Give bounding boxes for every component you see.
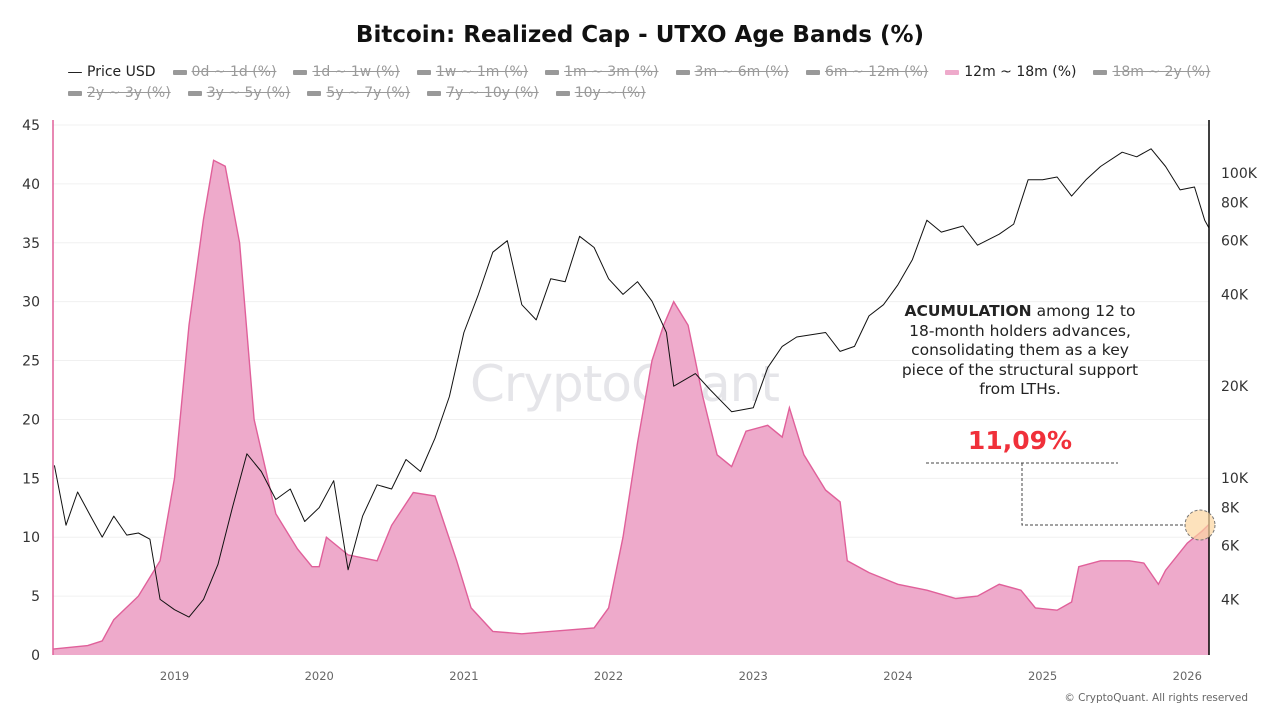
legend-item[interactable]: 2y ~ 3y (%) [68, 83, 171, 104]
legend-item[interactable]: Price USD [68, 62, 156, 83]
y-left-tick-label: 10 [22, 530, 40, 546]
y-right-tick-label: 40K [1221, 287, 1249, 303]
annotation-connector [926, 462, 1186, 526]
y-right-tick-label: 4K [1221, 592, 1240, 608]
legend-label: 1d ~ 1w (%) [312, 64, 400, 80]
legend-label: 3y ~ 5y (%) [206, 85, 291, 101]
legend-item[interactable]: 7y ~ 10y (%) [427, 83, 539, 104]
legend: Price USD 0d ~ 1d (%) 1d ~ 1w (%) 1w ~ 1m (… [68, 62, 1228, 104]
y-right-tick-label: 6K [1221, 539, 1240, 555]
y-right-tick-label: 8K [1221, 501, 1240, 517]
legend-label: 6m ~ 12m (%) [824, 64, 929, 80]
legend-marker [68, 71, 82, 73]
band-area [53, 160, 1209, 656]
y-left-tick-label: 40 [22, 177, 40, 193]
legend-item[interactable]: 3y ~ 5y (%) [187, 83, 291, 104]
legend-marker [945, 69, 960, 75]
y-right-tick-label: 20K [1221, 379, 1249, 395]
y-right-tick-label: 10K [1221, 471, 1249, 487]
y-left-tick-label: 25 [22, 354, 40, 370]
y-left-tick-label: 15 [22, 471, 40, 487]
legend-marker [805, 69, 820, 75]
legend-marker [416, 69, 431, 75]
legend-label: 2y ~ 3y (%) [87, 85, 171, 101]
legend-label: 7y ~ 10y (%) [446, 85, 539, 101]
highlight-circle [1184, 509, 1216, 541]
legend-item[interactable]: 5y ~ 7y (%) [307, 83, 410, 104]
legend-marker [187, 90, 202, 96]
legend-label: 0d ~ 1d (%) [191, 64, 277, 80]
y-right-tick-label: 80K [1221, 196, 1249, 212]
legend-item[interactable]: 3m ~ 6m (%) [675, 62, 789, 83]
legend-label: 18m ~ 2y (%) [1112, 64, 1211, 80]
legend-label: 1w ~ 1m (%) [435, 64, 529, 80]
x-tick-label: 2023 [739, 669, 768, 683]
legend-label: 5y ~ 7y (%) [326, 85, 411, 101]
y-right-tick-label: 60K [1221, 234, 1249, 250]
x-tick-label: 2025 [1028, 669, 1057, 683]
y-left-tick-label: 45 [22, 118, 40, 134]
y-left-tick-label: 20 [22, 412, 40, 428]
legend-item[interactable]: 10y ~ (%) [555, 83, 646, 104]
legend-item[interactable]: 1w ~ 1m (%) [416, 62, 529, 83]
annotation-body: among 12 to 18-month holders advances, c… [901, 302, 1139, 398]
x-tick-label: 2024 [883, 669, 912, 683]
legend-item[interactable]: 12m ~ 18m (%) [945, 62, 1076, 83]
x-tick-label: 2019 [160, 669, 189, 683]
legend-item[interactable]: 1m ~ 3m (%) [545, 62, 659, 83]
legend-item[interactable]: 18m ~ 2y (%) [1093, 62, 1210, 83]
annotation-text: ACUMULATION among 12 to 18-month holders… [900, 302, 1140, 400]
legend-item[interactable]: 6m ~ 12m (%) [805, 62, 929, 83]
legend-label: 10y ~ (%) [574, 85, 646, 101]
legend-label: 12m ~ 18m (%) [964, 64, 1077, 80]
price-line [53, 148, 1210, 618]
annotation-bold: ACUMULATION [904, 302, 1032, 320]
y-left-tick-label: 35 [22, 236, 40, 252]
legend-marker [293, 69, 308, 75]
legend-label: Price USD [87, 64, 156, 80]
legend-marker [545, 69, 560, 75]
x-tick-label: 2021 [449, 669, 478, 683]
legend-label: 3m ~ 6m (%) [694, 64, 789, 80]
legend-marker [307, 90, 322, 96]
x-tick-label: 2020 [305, 669, 334, 683]
y-right-tick-label: 100K [1221, 166, 1258, 182]
band-line [52, 159, 1210, 650]
legend-marker [1093, 69, 1108, 75]
copyright-footer: © CryptoQuant. All rights reserved [1064, 692, 1248, 704]
y-left-tick-label: 30 [22, 295, 40, 311]
legend-marker [675, 69, 690, 75]
x-tick-label: 2022 [594, 669, 623, 683]
legend-marker [427, 90, 442, 96]
chart-title: Bitcoin: Realized Cap - UTXO Age Bands (… [355, 22, 925, 48]
watermark: CryptoQuant [470, 355, 780, 413]
x-tick-label: 2026 [1173, 669, 1202, 683]
y-left-tick-label: 5 [31, 589, 40, 605]
y-left-tick-label: 0 [31, 648, 40, 664]
legend-label: 1m ~ 3m (%) [564, 64, 659, 80]
legend-marker [68, 90, 82, 96]
legend-marker [555, 90, 570, 96]
annotation-value: 11,09% [967, 426, 1073, 455]
legend-item[interactable]: 0d ~ 1d (%) [172, 62, 277, 83]
legend-item[interactable]: 1d ~ 1w (%) [293, 62, 400, 83]
legend-marker [172, 69, 187, 75]
